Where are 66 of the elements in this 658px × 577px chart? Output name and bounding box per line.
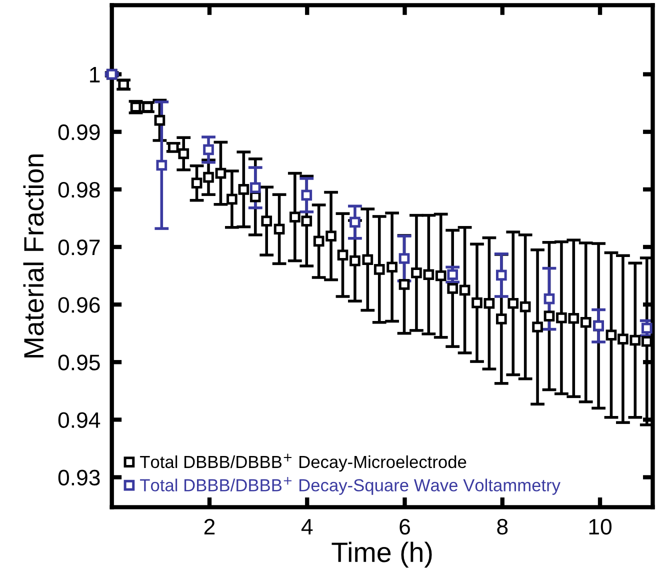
point [447, 269, 458, 280]
y-tick-label: 0.98 [58, 182, 100, 198]
point [301, 190, 312, 201]
point [398, 253, 410, 264]
x-tick-label: 10 [589, 518, 612, 535]
x-tick-label: 4 [301, 519, 313, 534]
point [606, 330, 617, 340]
point [435, 270, 446, 282]
point [203, 172, 214, 183]
point [203, 144, 214, 156]
point [261, 216, 272, 226]
x-tick-label: 2 [204, 518, 215, 534]
point [350, 255, 360, 266]
point [496, 314, 507, 324]
point [226, 194, 238, 205]
x-tick-label: 6 [400, 518, 410, 535]
y-tick-label: 0.97 [58, 240, 100, 256]
point [447, 283, 458, 294]
point [250, 182, 261, 194]
x-axis-title: Time (h) [332, 542, 432, 568]
point [532, 322, 543, 332]
point [423, 269, 434, 280]
y-tick-label: 1 [90, 67, 100, 82]
point [337, 250, 348, 260]
point [350, 216, 360, 228]
point [641, 336, 652, 347]
point [374, 264, 385, 275]
y-axis-title: Material Fraction [23, 154, 44, 358]
point [362, 254, 374, 266]
point [520, 301, 531, 312]
point [290, 212, 300, 222]
point [544, 293, 555, 304]
point [398, 278, 410, 290]
point [178, 148, 190, 160]
point [580, 316, 592, 328]
point [301, 216, 312, 226]
point [154, 114, 166, 126]
point [274, 224, 285, 235]
x-tick-label: 8 [497, 518, 508, 535]
point [191, 178, 202, 188]
point [556, 312, 567, 324]
legend-label: Total DBBB/DBBB$^{+}$ Decay-Square Wave Voltammetry [140, 476, 560, 495]
point [484, 298, 495, 309]
y-tick-label: 0.96 [58, 297, 100, 313]
point [215, 168, 226, 179]
point [508, 298, 519, 309]
point [250, 191, 261, 202]
point [411, 267, 422, 278]
point [386, 262, 398, 273]
point [313, 236, 324, 247]
point [618, 334, 628, 345]
point [568, 312, 580, 324]
legend-label: Total DBBB/DBBB$^{+}$ Decay-Microelectrode [140, 454, 466, 472]
y-tick-label: 0.94 [58, 412, 100, 428]
y-tick-label: 0.93 [58, 470, 100, 486]
point [472, 297, 482, 308]
point [544, 310, 555, 322]
y-tick-label: 0.95 [58, 354, 100, 370]
point [326, 230, 336, 242]
point [641, 322, 652, 334]
y-tick-label: 0.99 [58, 124, 100, 140]
point [496, 270, 507, 281]
point [459, 284, 470, 296]
point [630, 334, 641, 346]
point [156, 160, 168, 171]
point [238, 184, 250, 195]
